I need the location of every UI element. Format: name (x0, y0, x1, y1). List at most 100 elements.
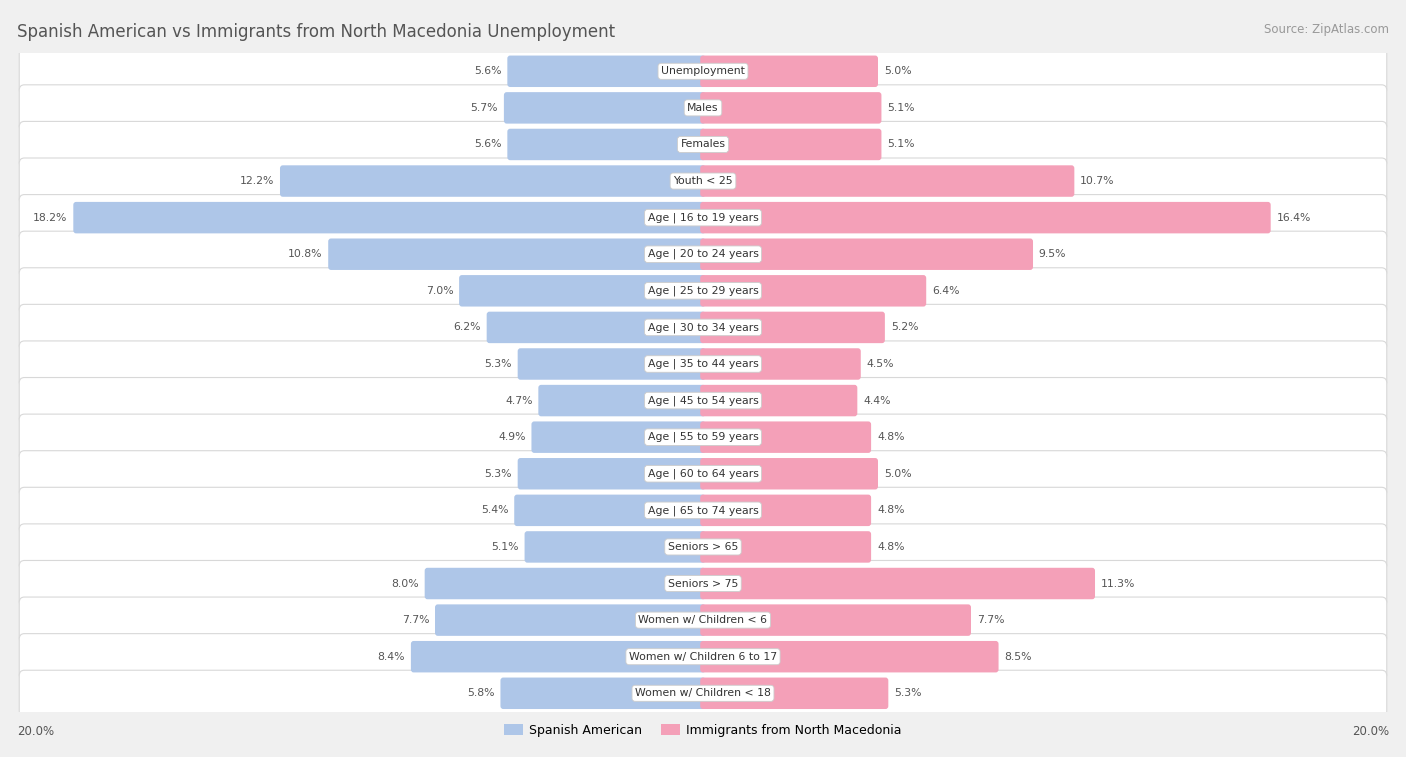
Text: Age | 25 to 29 years: Age | 25 to 29 years (648, 285, 758, 296)
Text: Age | 65 to 74 years: Age | 65 to 74 years (648, 505, 758, 516)
Text: Women w/ Children 6 to 17: Women w/ Children 6 to 17 (628, 652, 778, 662)
FancyBboxPatch shape (425, 568, 706, 600)
FancyBboxPatch shape (20, 341, 1386, 387)
Text: 11.3%: 11.3% (1101, 578, 1135, 588)
FancyBboxPatch shape (434, 604, 706, 636)
FancyBboxPatch shape (20, 231, 1386, 277)
FancyBboxPatch shape (73, 202, 706, 233)
FancyBboxPatch shape (508, 129, 706, 160)
FancyBboxPatch shape (20, 48, 1386, 95)
Text: 8.4%: 8.4% (378, 652, 405, 662)
Text: Women w/ Children < 6: Women w/ Children < 6 (638, 615, 768, 625)
Text: 4.4%: 4.4% (863, 396, 890, 406)
Text: Source: ZipAtlas.com: Source: ZipAtlas.com (1264, 23, 1389, 36)
Text: 10.7%: 10.7% (1080, 176, 1115, 186)
Text: 5.2%: 5.2% (891, 322, 918, 332)
FancyBboxPatch shape (700, 348, 860, 380)
FancyBboxPatch shape (20, 121, 1386, 167)
Text: 5.0%: 5.0% (884, 67, 911, 76)
FancyBboxPatch shape (20, 414, 1386, 460)
Text: 7.7%: 7.7% (977, 615, 1004, 625)
Text: 16.4%: 16.4% (1277, 213, 1310, 223)
Text: 12.2%: 12.2% (240, 176, 274, 186)
Text: Females: Females (681, 139, 725, 149)
FancyBboxPatch shape (531, 422, 706, 453)
Text: 6.2%: 6.2% (453, 322, 481, 332)
Text: Males: Males (688, 103, 718, 113)
Text: 18.2%: 18.2% (34, 213, 67, 223)
FancyBboxPatch shape (517, 348, 706, 380)
FancyBboxPatch shape (20, 560, 1386, 606)
Text: Age | 55 to 59 years: Age | 55 to 59 years (648, 432, 758, 442)
Text: 4.8%: 4.8% (877, 432, 904, 442)
Text: Seniors > 75: Seniors > 75 (668, 578, 738, 588)
FancyBboxPatch shape (538, 385, 706, 416)
Text: Age | 45 to 54 years: Age | 45 to 54 years (648, 395, 758, 406)
FancyBboxPatch shape (515, 494, 706, 526)
Text: 5.1%: 5.1% (491, 542, 519, 552)
FancyBboxPatch shape (700, 568, 1095, 600)
Text: 5.4%: 5.4% (481, 506, 509, 516)
Text: Youth < 25: Youth < 25 (673, 176, 733, 186)
Text: Age | 35 to 44 years: Age | 35 to 44 years (648, 359, 758, 369)
FancyBboxPatch shape (700, 165, 1074, 197)
Text: Unemployment: Unemployment (661, 67, 745, 76)
Text: 8.0%: 8.0% (391, 578, 419, 588)
FancyBboxPatch shape (508, 55, 706, 87)
Text: Seniors > 65: Seniors > 65 (668, 542, 738, 552)
Text: Women w/ Children < 18: Women w/ Children < 18 (636, 688, 770, 698)
FancyBboxPatch shape (486, 312, 706, 343)
FancyBboxPatch shape (700, 312, 884, 343)
Text: Age | 30 to 34 years: Age | 30 to 34 years (648, 322, 758, 332)
Text: Age | 16 to 19 years: Age | 16 to 19 years (648, 213, 758, 223)
Text: 8.5%: 8.5% (1004, 652, 1032, 662)
Text: 4.5%: 4.5% (866, 359, 894, 369)
FancyBboxPatch shape (700, 641, 998, 672)
FancyBboxPatch shape (20, 670, 1386, 716)
Text: 4.7%: 4.7% (505, 396, 533, 406)
FancyBboxPatch shape (411, 641, 706, 672)
Text: 7.0%: 7.0% (426, 286, 453, 296)
FancyBboxPatch shape (700, 202, 1271, 233)
FancyBboxPatch shape (700, 458, 877, 490)
FancyBboxPatch shape (20, 634, 1386, 680)
FancyBboxPatch shape (20, 378, 1386, 424)
Text: Age | 60 to 64 years: Age | 60 to 64 years (648, 469, 758, 479)
FancyBboxPatch shape (20, 85, 1386, 131)
Text: 4.8%: 4.8% (877, 542, 904, 552)
FancyBboxPatch shape (700, 92, 882, 123)
FancyBboxPatch shape (20, 158, 1386, 204)
FancyBboxPatch shape (700, 678, 889, 709)
FancyBboxPatch shape (328, 238, 706, 270)
Text: 5.8%: 5.8% (467, 688, 495, 698)
Text: 5.1%: 5.1% (887, 139, 915, 149)
Text: 5.0%: 5.0% (884, 469, 911, 478)
Legend: Spanish American, Immigrants from North Macedonia: Spanish American, Immigrants from North … (499, 718, 907, 742)
Text: 10.8%: 10.8% (288, 249, 322, 259)
FancyBboxPatch shape (700, 385, 858, 416)
Text: 5.7%: 5.7% (471, 103, 498, 113)
FancyBboxPatch shape (20, 304, 1386, 350)
FancyBboxPatch shape (20, 524, 1386, 570)
FancyBboxPatch shape (20, 450, 1386, 497)
FancyBboxPatch shape (700, 531, 872, 562)
FancyBboxPatch shape (700, 55, 877, 87)
FancyBboxPatch shape (20, 488, 1386, 534)
FancyBboxPatch shape (503, 92, 706, 123)
Text: 20.0%: 20.0% (1353, 725, 1389, 738)
FancyBboxPatch shape (517, 458, 706, 490)
FancyBboxPatch shape (700, 129, 882, 160)
Text: 5.1%: 5.1% (887, 103, 915, 113)
FancyBboxPatch shape (280, 165, 706, 197)
FancyBboxPatch shape (20, 268, 1386, 314)
Text: 20.0%: 20.0% (17, 725, 53, 738)
FancyBboxPatch shape (20, 195, 1386, 241)
FancyBboxPatch shape (700, 494, 872, 526)
FancyBboxPatch shape (700, 422, 872, 453)
Text: 5.6%: 5.6% (474, 67, 502, 76)
Text: Age | 20 to 24 years: Age | 20 to 24 years (648, 249, 758, 260)
Text: 5.3%: 5.3% (484, 359, 512, 369)
FancyBboxPatch shape (700, 604, 972, 636)
Text: 5.3%: 5.3% (484, 469, 512, 478)
FancyBboxPatch shape (20, 597, 1386, 643)
